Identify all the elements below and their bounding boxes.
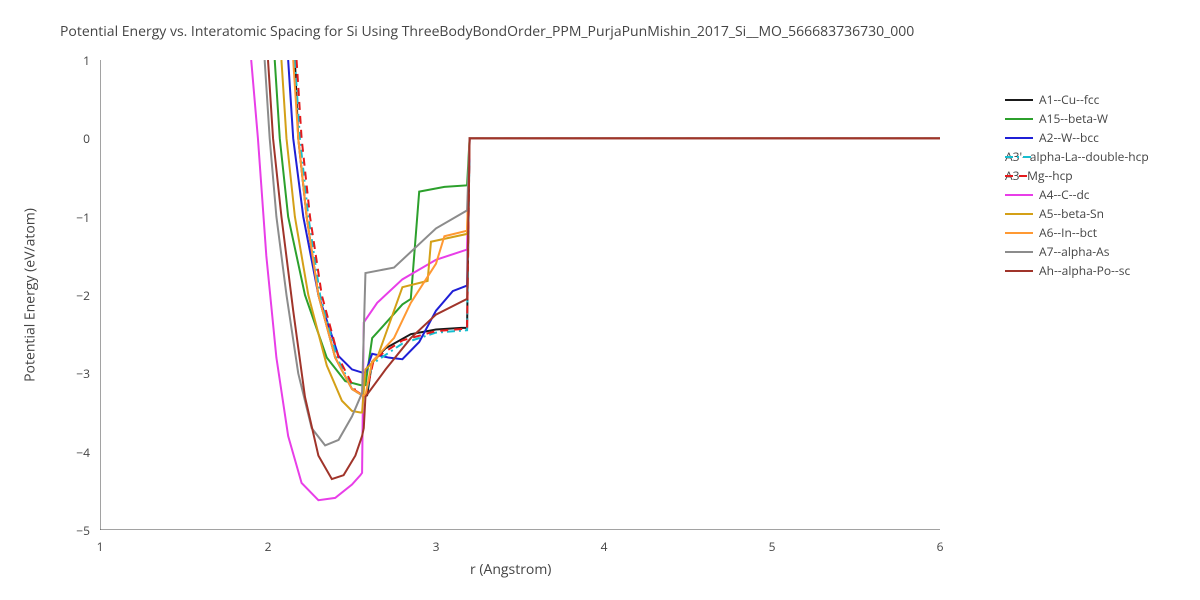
legend-swatch [1005,99,1033,101]
x-tick-label: 5 [762,538,782,555]
series-line[interactable] [295,60,940,395]
legend-swatch [1005,270,1033,272]
y-tick-label: 0 [83,130,90,147]
legend-item[interactable]: A7--alpha-As [1005,242,1149,261]
legend-label: A2--W--bcc [1039,129,1099,146]
legend-swatch [1005,232,1033,234]
y-tick-label: −4 [76,444,90,461]
series-line[interactable] [295,60,940,397]
legend-item[interactable]: A4--C--dc [1005,185,1149,204]
legend-swatch [1005,213,1033,215]
legend-swatch [1005,118,1033,120]
series-line[interactable] [275,60,940,385]
x-axis-label: r (Angstrom) [470,560,551,579]
chart-title: Potential Energy vs. Interatomic Spacing… [60,22,914,41]
legend-item[interactable]: A1--Cu--fcc [1005,90,1149,109]
series-line[interactable] [268,60,940,479]
legend-label: A4--C--dc [1039,186,1090,203]
legend-label: A15--beta-W [1039,110,1108,127]
series-line[interactable] [265,60,940,445]
x-tick-label: 6 [930,538,950,555]
legend-label: A1--Cu--fcc [1039,91,1099,108]
x-tick-label: 2 [258,538,278,555]
y-tick-label: −5 [76,522,90,539]
legend-swatch [1005,194,1033,196]
legend-item[interactable]: A5--beta-Sn [1005,204,1149,223]
legend-label: A5--beta-Sn [1039,205,1104,222]
legend-item[interactable]: Ah--alpha-Po--sc [1005,261,1149,280]
series-line[interactable] [251,60,940,500]
legend-item[interactable]: A2--W--bcc [1005,128,1149,147]
legend-label: A7--alpha-As [1039,243,1109,260]
series-line[interactable] [297,60,940,397]
legend-item[interactable]: A3--Mg--hcp [1005,166,1149,185]
legend-label: A6--In--bct [1039,224,1097,241]
legend-item[interactable]: A15--beta-W [1005,109,1149,128]
series-line[interactable] [281,60,940,413]
y-tick-label: −2 [76,287,90,304]
y-tick-label: −3 [76,365,90,382]
x-tick-label: 4 [594,538,614,555]
legend-item[interactable]: A6--In--bct [1005,223,1149,242]
plot-area[interactable] [100,60,940,530]
legend-swatch [1005,251,1033,253]
x-tick-label: 3 [426,538,446,555]
legend-label: Ah--alpha-Po--sc [1039,262,1130,279]
series-line[interactable] [288,60,940,373]
y-tick-label: −1 [76,209,90,226]
y-axis-label: Potential Energy (eV/atom) [21,145,40,445]
x-tick-label: 1 [90,538,110,555]
legend-swatch [1005,137,1033,139]
y-tick-label: 1 [83,52,90,69]
legend-item[interactable]: A3'--alpha-La--double-hcp [1005,147,1149,166]
legend[interactable]: A1--Cu--fcc A15--beta-W A2--W--bccA3'--alp… [1005,90,1149,280]
